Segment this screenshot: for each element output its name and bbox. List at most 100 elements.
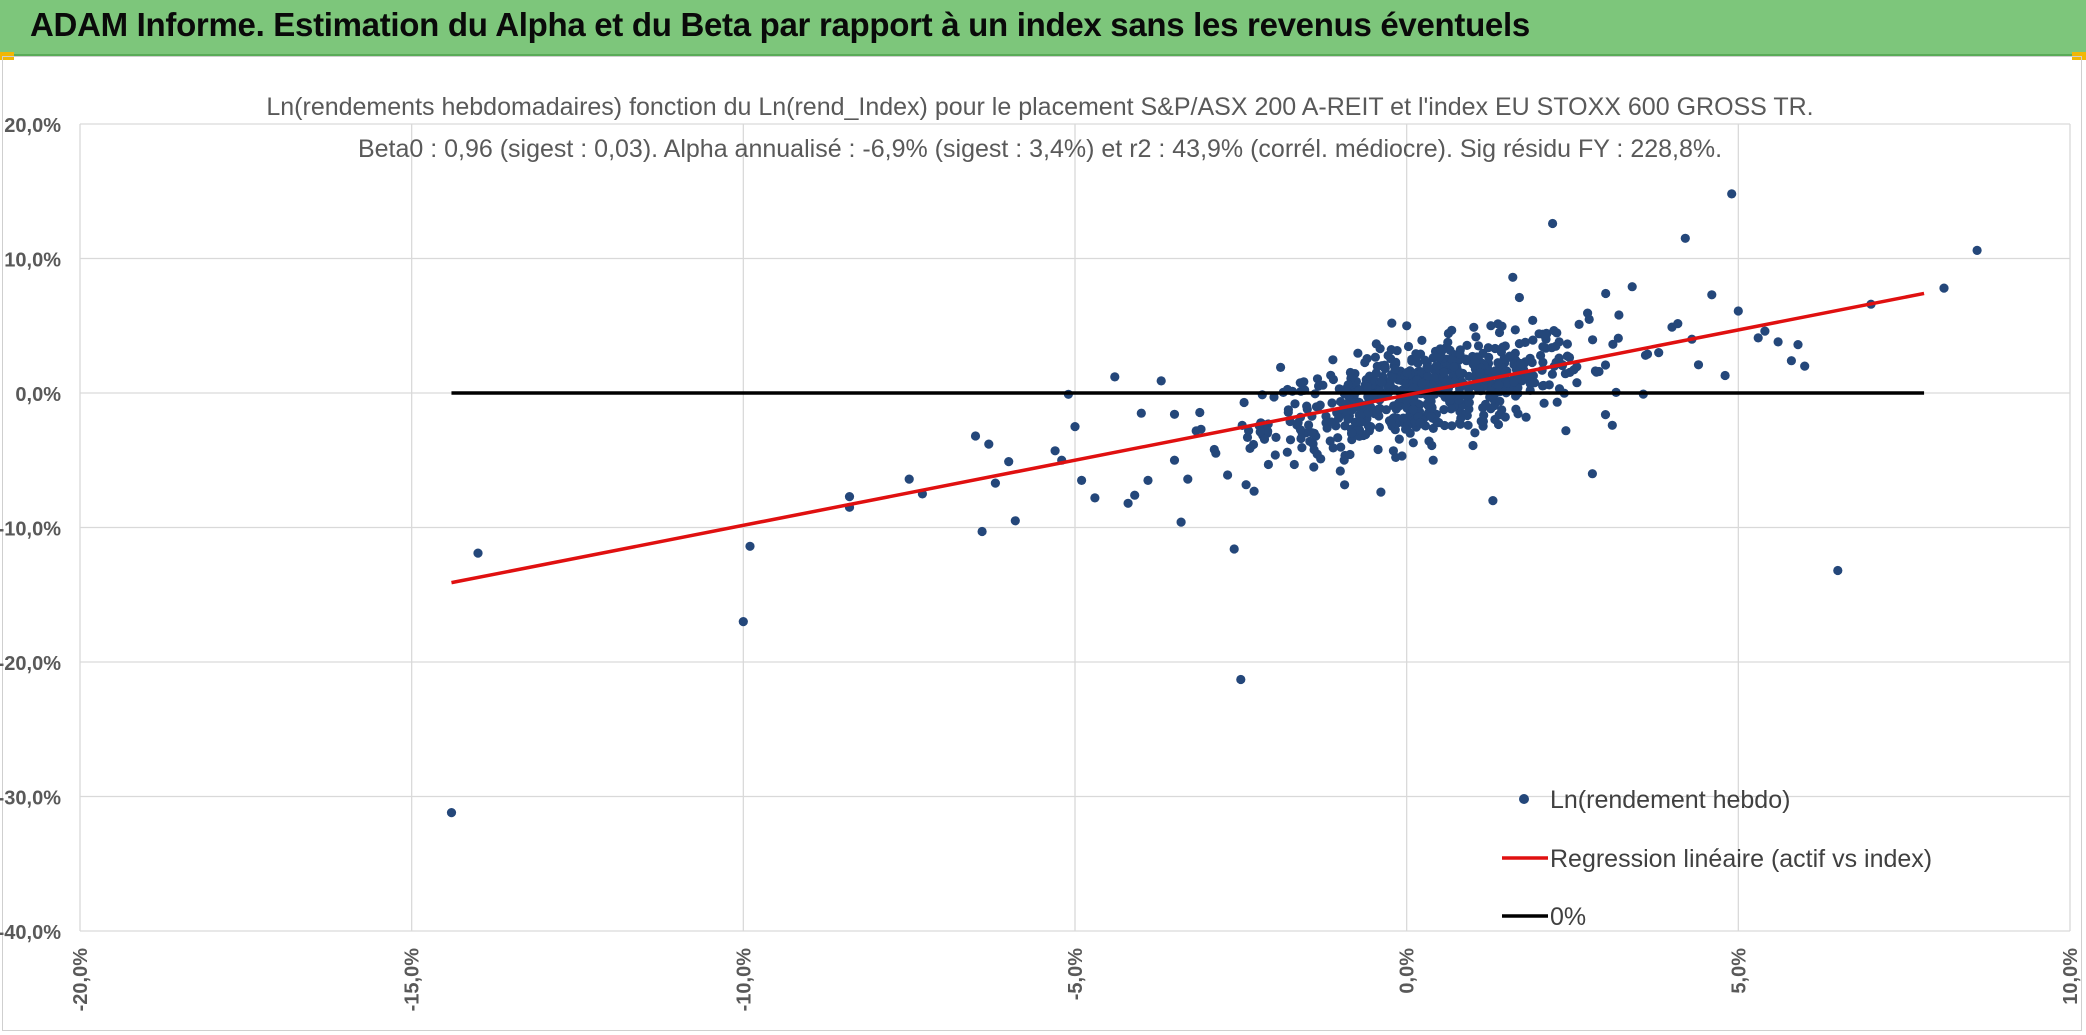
data-point: [1296, 433, 1306, 444]
legend-label-zero: 0%: [1550, 903, 1586, 931]
data-point: [1486, 321, 1496, 331]
data-point: [1447, 421, 1457, 431]
y-tick-label: -30,0%: [0, 788, 61, 810]
data-point: [1356, 417, 1366, 427]
data-point: [1569, 365, 1579, 375]
data-point: [1432, 417, 1442, 427]
data-point: [1307, 428, 1317, 438]
data-point: [1564, 352, 1575, 363]
data-point: [1321, 411, 1331, 421]
data-point: [1462, 340, 1472, 350]
data-point: [1560, 369, 1570, 379]
data-point: [1259, 434, 1270, 444]
data-point: [1541, 330, 1551, 340]
data-point: [1070, 422, 1080, 432]
data-point: [1408, 438, 1418, 448]
data-point: [1538, 342, 1548, 352]
data-point: [1387, 372, 1397, 382]
data-point: [1654, 348, 1664, 358]
data-point: [1347, 435, 1357, 445]
data-point: [1428, 423, 1438, 433]
x-tick-label: 0,0%: [1397, 948, 1419, 994]
data-point: [1760, 326, 1770, 336]
data-point: [1514, 339, 1524, 349]
data-point: [1524, 371, 1534, 381]
data-point: [1376, 377, 1387, 387]
legend-label-points: Ln(rendement hebdo): [1550, 786, 1790, 814]
data-point: [1417, 378, 1427, 388]
data-point: [1495, 396, 1505, 406]
data-point: [1354, 425, 1365, 435]
data-point: [1440, 420, 1450, 431]
data-point: [1514, 292, 1524, 303]
data-point: [1528, 315, 1538, 325]
data-point: [1244, 426, 1254, 436]
data-point: [1601, 288, 1611, 299]
data-point: [970, 431, 981, 441]
data-point: [1239, 397, 1249, 408]
data-point: [1793, 340, 1803, 350]
data-point: [1211, 448, 1221, 458]
data-point: [1325, 436, 1335, 446]
data-point: [1402, 395, 1412, 405]
data-point: [1428, 455, 1438, 465]
data-point: [1720, 370, 1730, 381]
data-point: [1528, 335, 1538, 345]
data-point: [1391, 357, 1401, 367]
data-point: [1289, 459, 1299, 470]
data-point: [1156, 376, 1166, 386]
data-point: [1276, 362, 1286, 372]
data-point: [1572, 378, 1582, 388]
data-point: [1123, 498, 1133, 508]
data-point: [1490, 414, 1500, 425]
data-point: [1312, 374, 1323, 384]
data-point: [1417, 335, 1427, 345]
data-point: [1439, 405, 1449, 415]
data-point: [1302, 401, 1312, 411]
data-point: [1334, 413, 1344, 423]
data-point: [1143, 475, 1153, 485]
data-point: [1309, 462, 1319, 472]
data-point: [1562, 339, 1572, 349]
data-point: [1004, 457, 1014, 467]
data-point: [1552, 397, 1562, 407]
data-point: [1455, 419, 1465, 429]
data-point: [1642, 349, 1653, 359]
data-point: [1285, 435, 1296, 445]
data-point: [1263, 426, 1273, 436]
data-point: [1475, 368, 1485, 378]
data-point: [1409, 383, 1419, 393]
data-point: [1587, 469, 1597, 479]
data-point: [1255, 427, 1265, 437]
data-point: [1328, 355, 1338, 365]
data-point: [1236, 674, 1246, 685]
data-point: [1588, 335, 1598, 345]
data-point: [1335, 466, 1345, 476]
data-point: [1283, 405, 1293, 415]
data-point: [1353, 348, 1363, 358]
data-point: [1314, 381, 1324, 391]
data-point: [1297, 443, 1307, 453]
data-point: [1441, 377, 1451, 388]
data-point: [1509, 377, 1519, 387]
data-point: [1527, 357, 1537, 368]
data-point: [1386, 345, 1396, 355]
data-point: [1295, 425, 1306, 435]
y-tick-labels: 20,0% 10,0% 0,0% -10,0% -20,0% -30,0% -40,0%: [0, 115, 61, 944]
data-point: [1282, 447, 1292, 457]
data-point: [1498, 342, 1508, 352]
data-point: [1443, 337, 1453, 347]
data-point: [1411, 349, 1421, 359]
data-point: [1470, 357, 1480, 367]
data-point: [1471, 381, 1481, 392]
data-point: [1136, 408, 1146, 418]
data-point: [1010, 516, 1020, 526]
chart-title: Ln(rendements hebdomadaires) fonction du…: [266, 93, 1813, 121]
data-point: [1386, 419, 1396, 429]
data-point: [1110, 372, 1120, 382]
data-point: [990, 478, 1001, 488]
data-point: [1366, 422, 1376, 432]
data-point: [1333, 433, 1343, 443]
chart-frame: [2, 56, 2082, 1031]
data-point: [977, 526, 987, 537]
